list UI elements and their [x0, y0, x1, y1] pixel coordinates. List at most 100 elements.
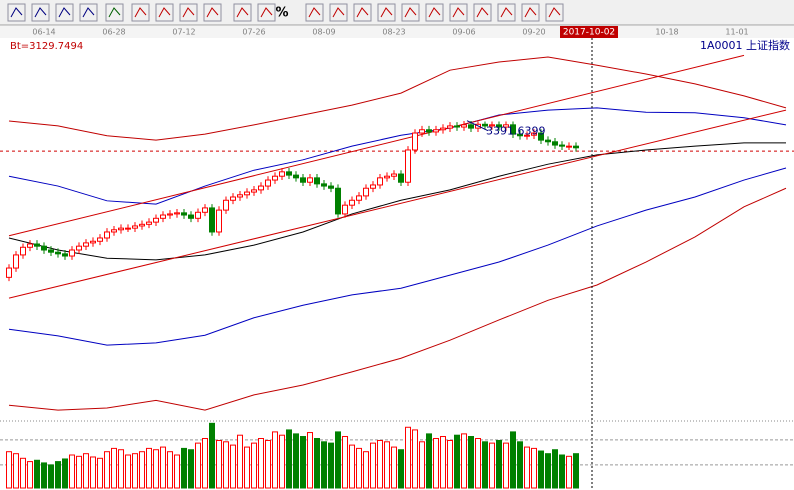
- volume-bar: [272, 431, 278, 489]
- candle-body: [370, 184, 376, 189]
- toolbar-button[interactable]: [449, 3, 468, 22]
- toolbar-button[interactable]: [425, 3, 444, 22]
- volume-bar: [132, 453, 138, 489]
- candle-body: [300, 177, 306, 183]
- volume-bar: [13, 453, 19, 489]
- toolbar-button[interactable]: [257, 3, 276, 22]
- overlay-line: [8, 167, 787, 346]
- volume-bar: [398, 449, 404, 489]
- candle-body: [265, 179, 271, 187]
- candle-body: [454, 125, 460, 128]
- candle-body: [286, 171, 292, 176]
- volume-bar: [216, 439, 222, 489]
- candle-body: [55, 251, 61, 255]
- toolbar-button[interactable]: [55, 3, 74, 22]
- candle-body: [237, 194, 243, 198]
- toolbar-button[interactable]: [401, 3, 420, 22]
- volume-bar: [538, 450, 544, 489]
- volume-bar: [209, 422, 215, 489]
- volume-bar: [244, 446, 250, 489]
- volume-bar: [433, 438, 439, 489]
- toolbar-button[interactable]: [155, 3, 174, 22]
- x-tick-label: 06-14: [32, 28, 55, 37]
- candle-body: [363, 187, 369, 197]
- volume-bar: [300, 436, 306, 489]
- volume-bar: [34, 459, 40, 489]
- toolbar-button[interactable]: [305, 3, 324, 22]
- candle-body: [440, 127, 446, 131]
- trend-line: [8, 109, 787, 299]
- candle-body: [90, 240, 96, 244]
- candle-body: [573, 145, 579, 149]
- volume-bar: [335, 431, 341, 489]
- candle-body: [433, 129, 439, 133]
- candle-body: [48, 249, 54, 253]
- candle-body: [195, 211, 201, 219]
- toolbar-button[interactable]: [473, 3, 492, 22]
- toolbar-button[interactable]: [377, 3, 396, 22]
- toolbar-button[interactable]: [203, 3, 222, 22]
- toolbar-button[interactable]: [329, 3, 348, 22]
- toolbar-icon: [332, 7, 345, 18]
- toolbar-icon: [380, 7, 393, 18]
- volume-bar: [258, 438, 264, 489]
- toolbar-button[interactable]: [105, 3, 124, 22]
- toolbar-icon: [260, 7, 273, 18]
- toolbar-button[interactable]: [497, 3, 516, 22]
- candle-body: [188, 214, 194, 219]
- candle-body: [524, 134, 530, 137]
- candle-body: [538, 132, 544, 141]
- candle-body: [111, 229, 117, 233]
- toolbar-button[interactable]: [545, 3, 564, 22]
- toolbar-button[interactable]: [353, 3, 372, 22]
- percent-button[interactable]: %: [275, 6, 288, 21]
- toolbar-button[interactable]: [7, 3, 26, 22]
- volume-bar: [405, 426, 411, 489]
- volume-bar: [55, 461, 61, 489]
- volume-bar: [328, 442, 334, 489]
- volume-bar: [167, 451, 173, 489]
- volume-bar: [181, 447, 187, 489]
- candle-body: [41, 245, 47, 251]
- volume-bar: [307, 432, 313, 489]
- crosshair-date: 2017-10-02: [563, 28, 615, 38]
- overlay-line: [8, 107, 787, 205]
- volume-bar: [545, 453, 551, 489]
- candle-body: [335, 187, 341, 215]
- volume-bar: [41, 462, 47, 489]
- x-tick-label: 09-06: [452, 28, 475, 37]
- toolbar-button[interactable]: [521, 3, 540, 22]
- toolbar-button[interactable]: [31, 3, 50, 22]
- candle-body: [202, 207, 208, 213]
- volume-bar: [265, 439, 271, 489]
- volume-bar: [251, 442, 257, 489]
- volume-bar: [356, 447, 362, 489]
- volume-bar: [475, 438, 481, 489]
- candle-body: [251, 189, 257, 193]
- volume-bar: [363, 451, 369, 489]
- candle-body: [384, 175, 390, 179]
- volume-bar: [237, 434, 243, 489]
- crosshair-date-bg: [560, 26, 618, 38]
- volume-bar: [510, 431, 516, 489]
- volume-bar: [426, 433, 432, 489]
- toolbar-button[interactable]: [131, 3, 150, 22]
- volume-bar: [90, 456, 96, 489]
- volume-bar: [97, 457, 103, 489]
- toolbar-icon: [404, 7, 417, 18]
- toolbar-button[interactable]: [233, 3, 252, 22]
- candle-body: [482, 123, 488, 127]
- candle-body: [293, 174, 299, 179]
- volume-bar: [447, 439, 453, 489]
- candle-body: [34, 243, 40, 247]
- candle-body: [342, 204, 348, 215]
- toolbar-button[interactable]: [179, 3, 198, 22]
- toolbar-icon: [524, 7, 537, 18]
- toolbar-button[interactable]: [79, 3, 98, 22]
- candle-body: [356, 195, 362, 201]
- volume-bar: [160, 446, 166, 489]
- annotation-leader: [466, 120, 489, 132]
- volume-bar: [349, 444, 355, 489]
- candle-body: [125, 227, 131, 230]
